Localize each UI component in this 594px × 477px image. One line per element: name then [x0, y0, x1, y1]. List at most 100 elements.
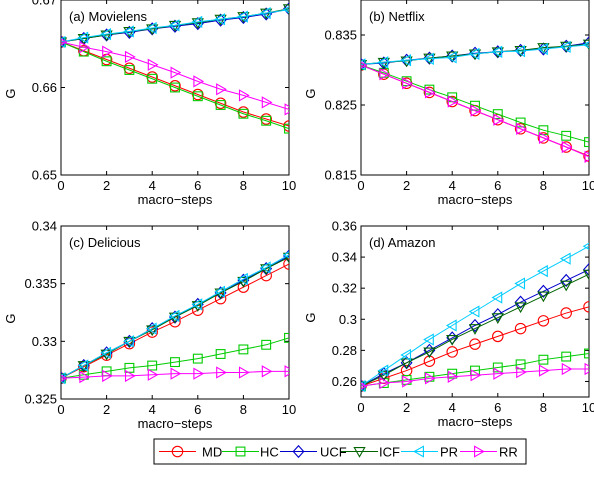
x-tick-label: 8: [540, 400, 547, 415]
data-point-md: [283, 120, 289, 132]
data-point-rr: [170, 66, 182, 79]
data-point-hc: [147, 73, 158, 84]
data-point-ucf: [514, 295, 527, 309]
x-tick-label: 10: [582, 400, 594, 415]
data-point-pr: [400, 54, 412, 67]
data-point-ucf: [491, 307, 504, 322]
data-point-md: [560, 307, 572, 319]
data-point-icf: [446, 335, 459, 346]
data-point-hc: [170, 82, 180, 93]
data-point-icf: [423, 347, 436, 359]
data-point-rr: [447, 95, 459, 108]
data-point-rr: [193, 75, 205, 88]
chart-panel-1: 0 2 4 6 8 10 0.65 0.66 0.67 macro−steps G (a) Movie…: [3, 0, 296, 207]
data-point-pr: [282, 251, 289, 259]
data-point-rr: [147, 58, 159, 71]
series-line-rr: [61, 41, 289, 110]
data-point-hc: [170, 357, 180, 368]
data-point-md: [537, 315, 550, 327]
x-tick-label: 2: [103, 178, 110, 193]
x-axis-label: macro−steps: [438, 192, 513, 207]
legend-marker-rr: [474, 445, 485, 458]
data-point-pr: [61, 35, 66, 49]
data-point-pr: [361, 379, 366, 393]
data-point-pr: [191, 15, 203, 29]
data-point-hc: [215, 349, 226, 359]
x-tick-label: 0: [57, 402, 64, 417]
data-point-hc: [124, 65, 135, 75]
data-point-rr: [193, 367, 205, 380]
x-tick-label: 10: [582, 178, 594, 193]
data-point-pr: [514, 277, 526, 290]
chart-panel-2: 0 2 4 6 8 10 0.815 0.825 0.835 macro−steps G (b) Ne…: [303, 0, 594, 207]
y-tick-label: 0.36: [332, 219, 357, 234]
data-point-icf: [560, 280, 573, 292]
data-point-hc: [561, 351, 572, 362]
series-line-pr: [61, 9, 289, 43]
data-point-pr: [491, 291, 503, 304]
y-tick-label: 0.33: [32, 334, 57, 349]
data-point-pr: [468, 47, 480, 61]
data-point-pr: [282, 6, 289, 14]
data-point-hc: [238, 108, 249, 119]
series-line-hc: [61, 337, 289, 379]
data-point-rr: [424, 372, 436, 385]
x-tick-label: 4: [149, 178, 156, 193]
data-point-hc: [284, 332, 289, 343]
data-point-pr: [582, 41, 589, 49]
data-point-rr: [561, 140, 573, 154]
data-point-hc: [261, 339, 272, 350]
legend-label-icf: ICF: [379, 445, 400, 460]
data-point-icf: [468, 324, 482, 335]
data-point-hc: [238, 344, 249, 355]
series-line-md: [61, 263, 289, 379]
data-point-icf: [537, 291, 550, 303]
legend-marker-icf: [353, 447, 366, 458]
data-point-icf: [400, 358, 413, 370]
data-point-ucf: [537, 284, 550, 298]
legend-label-md: MD: [202, 445, 222, 460]
series-line-hc: [61, 41, 289, 130]
data-point-hc: [561, 130, 572, 141]
data-point-hc: [101, 56, 112, 67]
series-line-md: [361, 306, 589, 387]
legend-marker-ucf: [292, 444, 305, 459]
x-tick-label: 6: [494, 178, 501, 193]
data-point-pr: [214, 285, 226, 298]
y-tick-label: 0.34: [332, 250, 357, 265]
data-point-pr: [168, 309, 180, 323]
x-tick-label: 8: [240, 178, 247, 193]
x-tick-label: 0: [57, 178, 64, 193]
data-point-rr: [124, 369, 136, 383]
data-point-pr: [168, 19, 180, 32]
data-point-pr: [423, 333, 434, 346]
panel-title: (a) Movielens: [69, 9, 148, 24]
y-tick-label: 0.32: [332, 281, 357, 296]
data-point-pr: [77, 31, 89, 44]
x-tick-label: 6: [494, 400, 501, 415]
data-point-rr: [79, 370, 91, 384]
data-point-rr: [284, 103, 289, 116]
plot-frame: [60, 225, 290, 400]
x-tick-label: 0: [357, 178, 364, 193]
data-point-icf: [537, 43, 550, 54]
data-point-ucf: [469, 318, 481, 333]
x-tick-label: 2: [403, 178, 410, 193]
series-line-hc: [361, 352, 589, 387]
data-point-rr: [102, 369, 113, 383]
data-point-icf: [361, 59, 368, 71]
data-point-rr: [470, 369, 482, 382]
data-point-rr: [61, 374, 68, 382]
data-point-hc: [584, 137, 589, 148]
data-point-pr: [491, 45, 503, 58]
data-point-rr: [261, 96, 273, 109]
data-point-ucf: [560, 273, 573, 288]
data-point-pr: [145, 322, 157, 335]
y-tick-label: 0.66: [32, 80, 57, 95]
data-point-rr: [402, 375, 413, 388]
data-point-hc: [215, 100, 226, 110]
data-point-icf: [282, 4, 289, 16]
data-point-hc: [515, 117, 526, 128]
x-tick-label: 4: [149, 402, 156, 417]
data-point-icf: [582, 269, 589, 281]
